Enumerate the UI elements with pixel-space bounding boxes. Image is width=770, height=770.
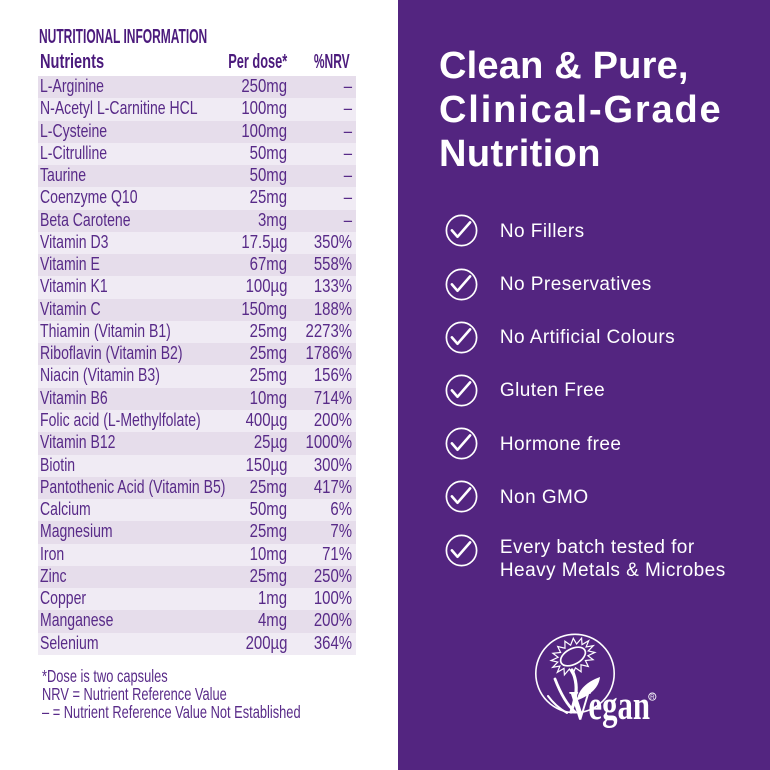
svg-text:R: R — [650, 694, 655, 701]
svg-text:Vegan: Vegan — [569, 682, 650, 728]
